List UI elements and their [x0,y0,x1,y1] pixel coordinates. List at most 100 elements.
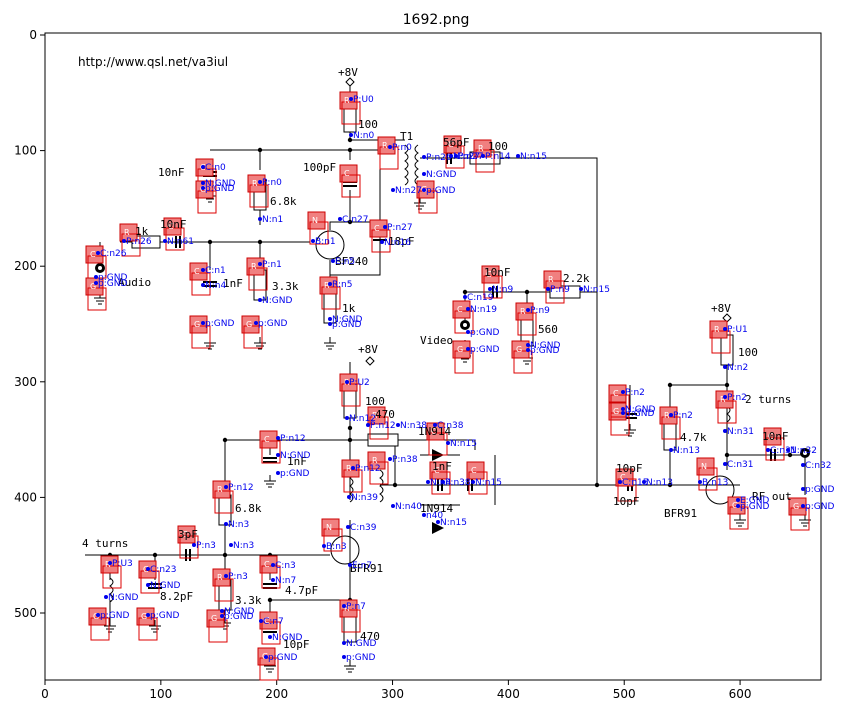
pin-label: N:n61 [163,237,194,247]
tag-letter: G [613,407,619,416]
pin-text: N:n15 [475,478,502,488]
val-r1k-b: 1k [342,302,356,315]
pin-text: N:n4 [205,281,226,291]
pin-label: C:n1 [201,266,226,276]
pin-text: N:n31 [727,427,754,437]
tag-fill [466,461,485,480]
tag-outline [259,657,279,681]
pin-dot [271,563,275,567]
pin-text: N:n0 [353,131,374,141]
pin-text: p:GND [625,409,654,419]
pin-text: N:GND [530,341,560,351]
pin-label: P:n12 [351,464,381,474]
pin-label: p:GND [422,186,455,196]
tag-outline [717,400,737,424]
tag-outline [87,287,107,311]
pin-label: E:n7 [348,561,372,571]
source-url: http://www.qsl.net/va3iul [78,55,228,69]
pin-label: C:n15 [618,478,648,488]
tag-letter: G [732,501,738,510]
pin-text: P:U2 [349,378,370,388]
pin-dot [201,181,205,185]
val-rf-out: RF out [752,490,792,503]
tag-letter: G [93,612,99,621]
pin-dot [669,448,673,452]
component-tag: R [367,406,389,440]
tag-letter: C [457,305,463,314]
tag-fill [136,607,155,626]
tag-outline [369,461,389,485]
tag-letter: N [312,216,318,225]
tag-fill [709,320,728,339]
pin-text: N:n15 [520,152,547,162]
component-tag: R [543,270,565,304]
tag-outline [545,280,565,304]
tag-letter: R [664,411,670,420]
tag-outline [323,528,343,552]
val-c3pf: 3pF [178,528,198,541]
tag-letter: R [324,281,330,290]
tag-fill [212,568,231,587]
tag-outline [790,507,810,531]
pin-label: N:GND [328,315,362,325]
component-tag: C [339,164,361,198]
tag-letter: N [701,462,707,471]
pin-label: P:n12 [224,483,254,493]
pin-label: P:n2 [723,393,747,403]
tag-letter: R [714,325,720,334]
tag-letter: G [793,502,799,511]
pin-dot [698,480,702,484]
tag-outline [102,565,122,589]
pin-text: N:n12 [349,414,376,424]
pin-text: p:GND [205,319,234,329]
tag-outline [243,325,263,349]
pin-text: N:n2 [727,363,748,373]
pin-label: N:n32 [786,446,817,456]
pin-label: N:GND [201,179,235,189]
tag-fill [206,609,225,628]
tag-fill [608,384,627,403]
pin-text: p:GND [530,346,559,356]
tag-outline [249,184,269,208]
pin-label: N:n9 [488,285,513,295]
pin-dot [723,365,727,369]
pin-text: P:n26 [126,237,152,247]
pin-text: P:n0 [392,143,412,153]
pin-label: P:n2 [669,411,693,421]
pin-dot [433,423,437,427]
pin-dot [383,225,387,229]
tag-fill [241,315,260,334]
pin-text: B:n13 [702,478,728,488]
pin-text: C:n19 [467,293,494,303]
pin-dot [642,480,646,484]
tag-letter: R [372,411,378,420]
pin-text: P:U0 [353,95,374,105]
component-tag: R [339,91,361,125]
pin-dot [276,436,280,440]
pin-dot [466,347,470,351]
pin-dot [345,416,349,420]
val-r1k-in: 1k [135,225,149,238]
val-c47pf: 4.7pF [285,584,318,597]
tag-outline [454,310,474,334]
pin-label: p:GND [801,485,834,495]
tag-fill [608,402,627,421]
pin-dot [366,423,370,427]
pin-dot [122,239,126,243]
tag-letter: C [264,560,270,569]
pin-dot [463,295,467,299]
tag-outline [248,267,268,291]
pin-label: P:U3 [108,559,133,569]
tag-letter: R [105,560,111,569]
pin-label: N:n39 [347,493,378,503]
pin-text: p:GND [98,273,127,283]
pin-text: E:n5 [335,257,355,267]
tag-outline [431,471,451,495]
val-p8v-right: +8V [711,302,731,315]
pin-label: C:n38 [433,421,464,431]
val-tr-bfr-a: BFR91 [350,562,383,575]
pin-dot [104,595,108,599]
pin-dot [348,563,352,567]
tag-fill [452,340,471,359]
pin-label: P:n0 [388,143,412,153]
